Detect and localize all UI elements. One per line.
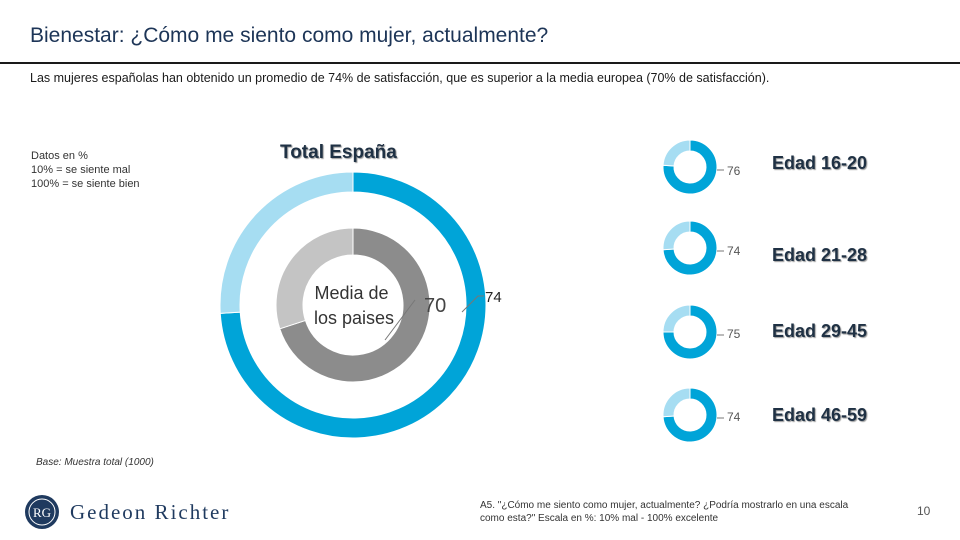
age-donut-remainder-slice	[662, 139, 691, 167]
inner-center-label: Media de los paises	[314, 283, 394, 328]
scale-notes: Datos en % 10% = se siente mal 100% = se…	[31, 149, 140, 191]
age-donuts	[662, 139, 724, 443]
scale-note: Datos en %	[31, 150, 88, 162]
outer-ring-remainder-slice	[219, 171, 354, 314]
page-title: Bienestar: ¿Cómo me siento como mujer, a…	[30, 24, 549, 47]
age-label: Edad 29-45	[772, 321, 868, 341]
page-subtitle: Las mujeres españolas han obtenido un pr…	[30, 71, 770, 85]
outer-leader-line	[461, 295, 484, 313]
brand-name: Gedeon Richter	[70, 500, 231, 524]
inner-ring-value-slice	[279, 227, 431, 383]
age-donut-value-slice	[662, 304, 718, 360]
age-donut-value-slice	[662, 387, 718, 443]
age-label: Edad 46-59	[772, 405, 868, 425]
title-divider	[0, 62, 960, 64]
outer-ring-value-slice	[219, 171, 487, 439]
main-donut	[219, 171, 487, 439]
inner-center-label-line: los paises	[314, 308, 394, 328]
age-value: 74	[727, 244, 741, 258]
inner-ring-remainder-slice	[275, 227, 354, 330]
age-donut-remainder-slice	[662, 387, 691, 418]
age-donut-value-slice	[662, 220, 718, 276]
page-number: 10	[917, 504, 931, 518]
question-footnote: A5. "¿Cómo me siento como mujer, actualm…	[480, 500, 849, 524]
age-donut-remainder-slice	[662, 220, 691, 251]
age-value: 74	[727, 410, 741, 424]
age-label: Edad 21-28	[772, 245, 868, 265]
age-value: 76	[727, 164, 741, 178]
scale-note: 100% = se siente bien	[31, 178, 140, 190]
age-donut-remainder-slice	[662, 304, 691, 333]
inner-center-label-line: Media de	[314, 283, 388, 303]
inner-leader-line	[384, 299, 416, 341]
outer-value-label: 74	[485, 289, 502, 306]
logo-monogram: RG	[33, 505, 51, 520]
sample-base-note: Base: Muestra total (1000)	[36, 457, 154, 468]
age-label: Edad 16-20	[772, 153, 868, 173]
gedeon-richter-logo-icon: RG	[25, 495, 59, 529]
age-donut-value-slice	[662, 139, 718, 195]
main-chart-title: Total España	[280, 142, 397, 163]
scale-note: 10% = se siente mal	[31, 164, 131, 176]
age-value: 75	[727, 327, 741, 341]
inner-value-label: 70	[424, 295, 446, 317]
